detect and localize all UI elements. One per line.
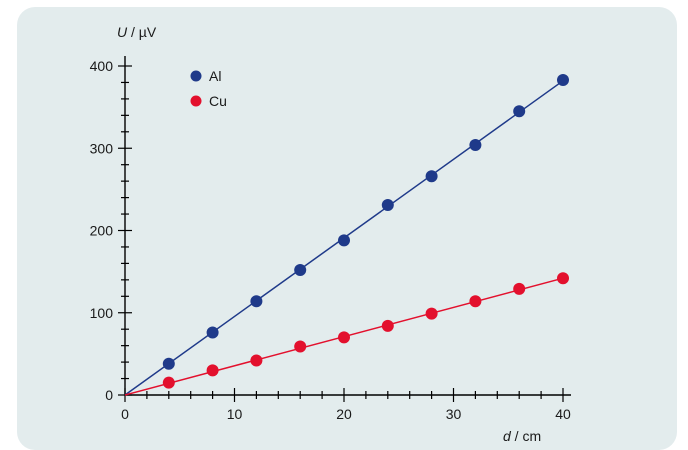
ticks xyxy=(118,65,564,402)
data-point-cu xyxy=(557,272,569,285)
y-axis-unit: / µV xyxy=(127,24,157,40)
data-point-al xyxy=(557,73,569,86)
y-tick-label: 0 xyxy=(105,387,113,403)
series-cu xyxy=(124,272,569,396)
y-tick-label: 300 xyxy=(90,140,114,156)
data-point-cu xyxy=(381,319,394,332)
data-point-al xyxy=(294,263,307,276)
legend-marker-al xyxy=(190,70,202,82)
data-point-al xyxy=(513,105,526,118)
y-axis-label: U / µV xyxy=(117,24,157,40)
data-point-al xyxy=(162,357,175,370)
data-point-al xyxy=(338,234,350,247)
x-tick-label: 20 xyxy=(336,406,352,422)
data-point-cu xyxy=(294,340,307,353)
data-point-cu xyxy=(206,364,219,377)
data-point-al xyxy=(469,138,482,151)
data-point-al xyxy=(250,295,263,308)
x-axis-symbol: d xyxy=(503,428,512,444)
legend-label-al: Al xyxy=(209,68,221,84)
data-point-al xyxy=(381,199,394,212)
x-tick-label: 0 xyxy=(121,406,129,422)
data-point-cu xyxy=(469,295,482,308)
data-point-cu xyxy=(250,354,263,367)
data-point-cu xyxy=(338,331,350,344)
x-axis-label: d / cm xyxy=(503,428,541,444)
x-axis-unit: / cm xyxy=(511,428,541,444)
x-tick-label: 30 xyxy=(446,406,462,422)
data-point-al xyxy=(206,326,219,339)
series-al xyxy=(124,73,569,396)
y-axis-symbol: U xyxy=(117,24,128,40)
y-tick-label: 100 xyxy=(90,305,114,321)
x-tick-label: 40 xyxy=(555,406,571,422)
data-point-cu xyxy=(513,282,526,295)
legend-label-cu: Cu xyxy=(209,93,227,109)
data-point-al xyxy=(425,170,438,183)
y-tick-label: 200 xyxy=(90,223,114,239)
series-layer xyxy=(124,73,569,396)
x-tick-label: 10 xyxy=(227,406,243,422)
legend: Al Cu xyxy=(190,68,227,109)
axes xyxy=(124,56,571,396)
data-point-cu xyxy=(162,376,175,389)
legend-marker-cu xyxy=(190,95,202,107)
data-point-cu xyxy=(425,307,438,320)
y-tick-label: 400 xyxy=(90,58,114,74)
